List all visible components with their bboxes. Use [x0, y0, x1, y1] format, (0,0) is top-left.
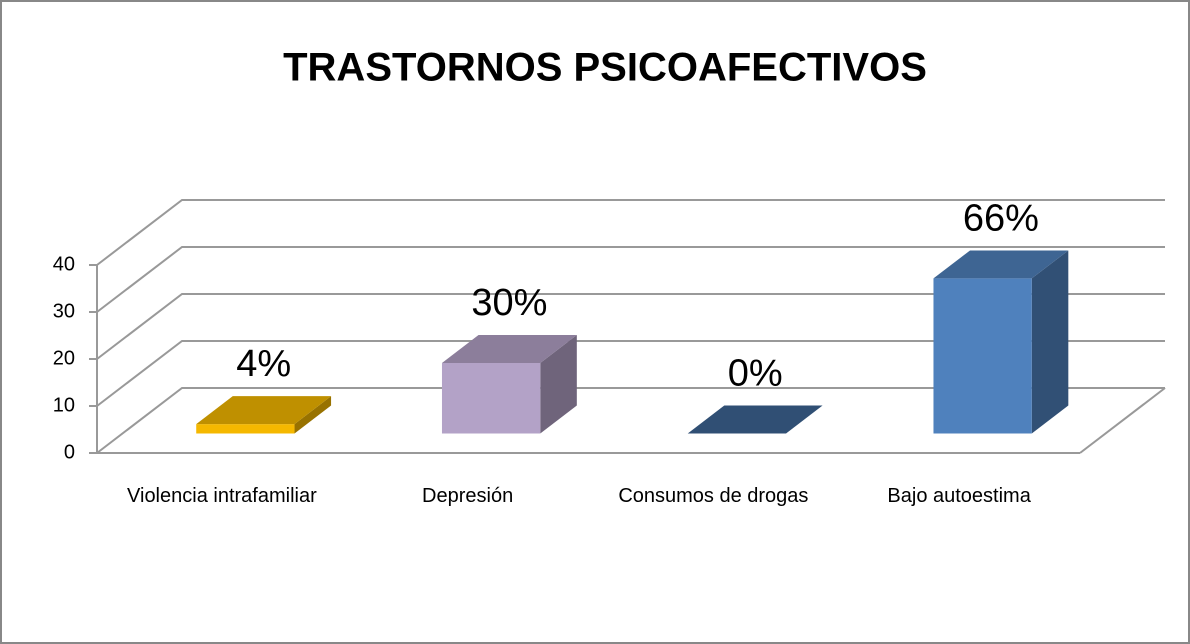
- data-label: 4%: [236, 343, 291, 385]
- bar-top: [196, 396, 332, 425]
- data-label: 66%: [963, 197, 1039, 239]
- data-label: 0%: [728, 353, 783, 395]
- x-tick-label: Violencia intrafamiliar: [127, 485, 317, 507]
- bar: [687, 405, 823, 434]
- bar-front: [441, 363, 541, 434]
- y-tick-label: 10: [53, 394, 75, 416]
- grid-line: [96, 387, 1165, 454]
- bar: [933, 250, 1069, 434]
- grid-line: [96, 340, 1165, 407]
- y-tick-label: 30: [53, 300, 75, 322]
- grid-line: [96, 293, 1165, 360]
- bar-front: [933, 278, 1032, 434]
- bar-top: [687, 405, 823, 434]
- y-tick-label: 20: [53, 347, 75, 369]
- floor-right-edge: [1079, 387, 1166, 454]
- grid-line: [96, 246, 1165, 313]
- bar-side: [1031, 250, 1069, 434]
- y-tick-label: 0: [64, 441, 75, 463]
- bar-top: [441, 335, 577, 363]
- bar-side: [294, 396, 332, 434]
- data-label: 30%: [471, 282, 547, 324]
- y-tick-label: 40: [53, 253, 75, 275]
- bar-top: [933, 250, 1069, 279]
- x-tick-label: Bajo autoestima: [887, 485, 1031, 507]
- grid-line: [96, 199, 1165, 266]
- bar-front: [196, 424, 295, 434]
- x-tick-label: Consumos de drogas: [618, 485, 809, 507]
- chart-title: TRASTORNOS PSICOAFECTIVOS: [283, 46, 927, 90]
- x-tick-label: Depresión: [422, 485, 514, 507]
- bar: [196, 396, 332, 434]
- bar: [441, 335, 577, 434]
- bar-side: [540, 335, 577, 434]
